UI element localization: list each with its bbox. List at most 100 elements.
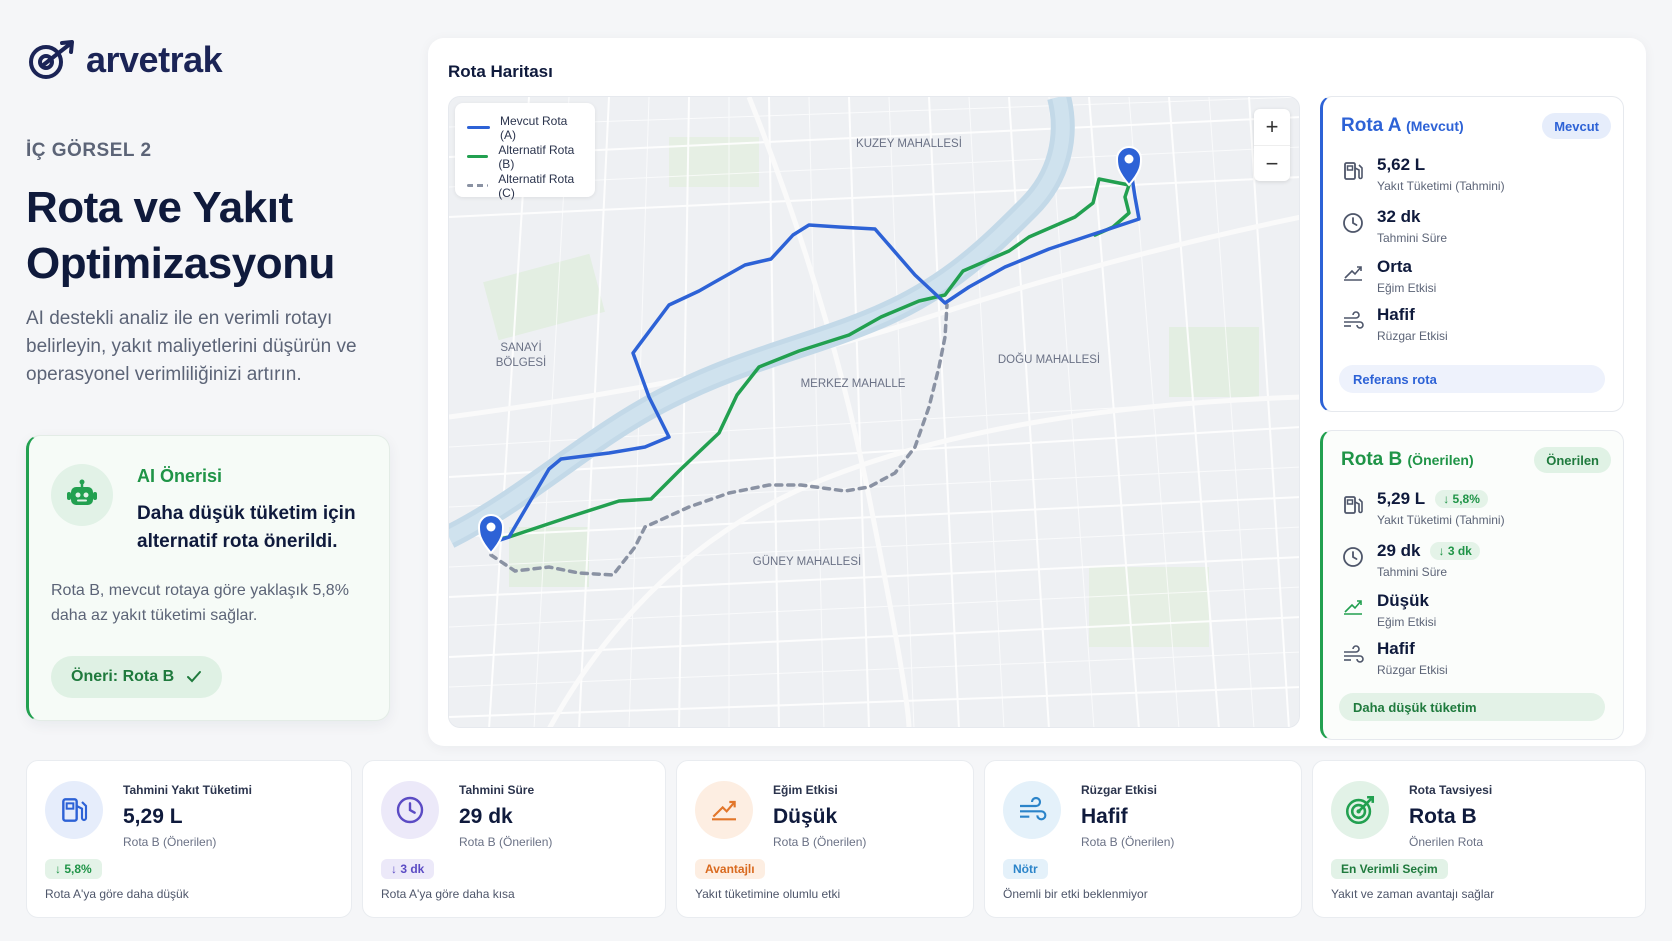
stat-recommendation-label: Rota Tavsiyesi (1409, 783, 1493, 797)
fuel-pump-icon (1344, 496, 1363, 514)
area-label-center: MERKEZ MAHALLE (801, 378, 906, 390)
stat-card-slope: Eğim Etkisi Düşük Rota B (Önerilen) Avan… (676, 760, 974, 918)
route-a-title: Rota A (Mevcut) (1341, 115, 1464, 137)
route-a-wind-metric: Hafif Rüzgar Etkisi (1341, 305, 1448, 343)
map-title: Rota Haritası (448, 62, 553, 81)
route-a-name: Rota A (1341, 115, 1401, 136)
route-a-time-label: Tahmini Süre (1377, 231, 1448, 245)
route-b-fuel-delta: ↓ 5,8% (1435, 490, 1488, 508)
stat-time-foot: Rota A'ya göre daha kısa (381, 887, 515, 901)
stat-wind-tag: Nötr (1003, 859, 1048, 879)
area-label-sanayi-line2: BÖLGESİ (496, 356, 547, 369)
stat-time-tag: ↓ 3 dk (381, 859, 435, 879)
route-a-slope-label: Eğim Etkisi (1377, 281, 1437, 295)
area-label-north: KUZEY MAHALLESİ (856, 137, 962, 150)
area-label-sanayi-line1: SANAYİ (500, 341, 541, 354)
route-a-fuel-label: Yakıt Tüketimi (Tahmini) (1377, 179, 1505, 193)
route-a-wind-value: Hafif (1377, 305, 1415, 324)
area-label-east: DOĞU MAHALLESİ (998, 353, 1100, 366)
route-a-card[interactable]: Rota A (Mevcut) Mevcut 5,62 L Yakıt Tüket… (1320, 96, 1624, 412)
route-a-time-value: 32 dk (1377, 207, 1421, 226)
route-a-fuel-metric: 5,62 L Yakıt Tüketimi (Tahmini) (1341, 155, 1505, 193)
stat-wind-value: Hafif (1081, 805, 1128, 828)
ai-headline: Daha düşük tüketim için alternatif rota … (137, 503, 356, 552)
wind-icon (1344, 645, 1364, 663)
slope-icon (695, 781, 753, 839)
fuel-pump-icon (45, 781, 103, 839)
stat-wind-label: Rüzgar Etkisi (1081, 783, 1158, 797)
ai-title: AI Önerisi (137, 466, 223, 486)
route-a-slope-value: Orta (1377, 257, 1412, 276)
stat-time-label: Tahmini Süre (459, 783, 535, 797)
route-b-time-label: Tahmini Süre (1377, 565, 1448, 579)
page-description: AI destekli analiz ile en verimli rotayı… (26, 308, 357, 385)
recommendation-button-label: Öneri: Rota B (71, 668, 175, 685)
route-b-wind-value: Hafif (1377, 639, 1415, 658)
stat-time-value: 29 dk (459, 805, 513, 828)
route-b-time-value: 29 dk (1377, 541, 1421, 560)
route-b-wind-label: Rüzgar Etkisi (1377, 663, 1448, 677)
end-marker-icon[interactable] (1115, 146, 1143, 187)
brand-logo[interactable]: arvetrak (26, 38, 223, 82)
route-a-tag: (Mevcut) (1406, 118, 1464, 134)
route-b-title: Rota B (Önerilen) (1341, 449, 1474, 471)
zoom-in-button[interactable]: + (1265, 114, 1279, 139)
route-a-line[interactable] (489, 169, 1141, 545)
route-b-footer: Daha düşük tüketim (1339, 693, 1605, 721)
ai-body: Rota B, mevcut rotaya göre yaklaşık 5,8%… (51, 582, 349, 624)
route-a-footer: Referans rota (1339, 365, 1605, 393)
legend-item-route-a: Mevcut Rota (A) (467, 113, 583, 142)
legend-item-route-c: Alternatif Rota (C) (467, 171, 583, 200)
route-map[interactable]: KUZEY MAHALLESİ SANAYİ BÖLGESİ MERKEZ MA… (448, 96, 1300, 728)
wind-icon (1003, 781, 1061, 839)
zoom-control: + − (1254, 109, 1290, 181)
area-label-south: GÜNEY MAHALLESİ (753, 555, 861, 568)
logo-mark-icon (29, 40, 74, 79)
brand-name: arvetrak (86, 39, 223, 80)
route-b-tag: (Önerilen) (1407, 452, 1474, 468)
map-legend: Mevcut Rota (A) Alternatif Rota (B) Alte… (455, 103, 595, 200)
page-kicker: İÇ GÖRSEL 2 (26, 140, 152, 161)
legend-label-route-a: Mevcut Rota (A) (499, 113, 568, 142)
start-marker-icon[interactable] (477, 514, 505, 555)
route-b-fuel-label: Yakıt Tüketimi (Tahmini) (1377, 513, 1505, 527)
stat-recommendation-value: Rota B (1409, 805, 1477, 828)
route-b-slope-label: Eğim Etkisi (1377, 615, 1437, 629)
stat-card-time: Tahmini Süre 29 dk Rota B (Önerilen) ↓ 3… (362, 760, 666, 918)
stat-wind-foot: Önemli bir etki beklenmiyor (1003, 887, 1148, 901)
clock-icon (1343, 213, 1363, 233)
slope-icon (1344, 266, 1362, 281)
stat-slope-foot: Yakıt tüketimine olumlu etki (695, 887, 841, 901)
page-title: Rota ve Yakıt Optimizasyonu (26, 183, 335, 288)
fuel-pump-icon (1344, 162, 1363, 180)
slope-icon (1344, 600, 1362, 615)
zoom-out-button[interactable]: − (1254, 145, 1290, 181)
stat-card-recommendation: Rota Tavsiyesi Rota B Önerilen Rota En V… (1312, 760, 1646, 918)
map-canvas[interactable]: KUZEY MAHALLESİ SANAYİ BÖLGESİ MERKEZ MA… (449, 97, 1300, 728)
recommendation-button[interactable]: Öneri: Rota B (51, 656, 223, 698)
legend-label-route-b: Alternatif Rota (B) (498, 142, 575, 171)
stat-slope-label: Eğim Etkisi (773, 783, 838, 797)
stat-recommendation-tag: En Verimli Seçim (1331, 859, 1448, 879)
stat-slope-value: Düşük (773, 805, 838, 828)
route-c-line[interactable] (489, 303, 949, 577)
stat-slope-tag: Avantajlı (695, 859, 765, 879)
stat-fuel-label: Tahmini Yakıt Tüketimi (123, 783, 252, 797)
legend-label-route-c: Alternatif Rota (C) (498, 171, 575, 200)
legend-item-route-b: Alternatif Rota (B) (467, 142, 583, 171)
stat-fuel-foot: Rota A'ya göre daha düşük (45, 887, 189, 901)
route-a-wind-label: Rüzgar Etkisi (1377, 329, 1448, 343)
target-icon (1331, 781, 1389, 839)
route-b-slope-value: Düşük (1377, 591, 1429, 610)
route-b-name: Rota B (1341, 449, 1403, 470)
route-a-slope-metric: Orta Eğim Etkisi (1341, 257, 1436, 295)
route-b-badge: Önerilen (1534, 447, 1611, 473)
ai-recommendation-card: AI Önerisi Daha düşük tüketim için alter… (26, 435, 390, 721)
route-b-wind-metric: Hafif Rüzgar Etkisi (1341, 639, 1448, 677)
stat-recommendation-foot: Yakıt ve zaman avantajı sağlar (1331, 887, 1495, 901)
legend-swatch-route-c (467, 184, 489, 187)
route-a-time-metric: 32 dk Tahmini Süre (1341, 207, 1447, 245)
check-icon (187, 671, 202, 683)
route-b-card[interactable]: Rota B (Önerilen) Önerilen 5,29 L ↓ 5,8% Y… (1320, 430, 1624, 740)
stat-slope-sub: Rota B (Önerilen) (773, 835, 867, 849)
